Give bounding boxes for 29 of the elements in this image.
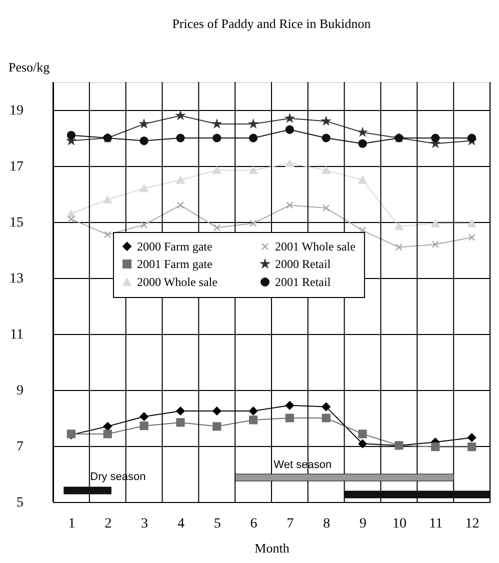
x-tick-label: 8 <box>323 516 330 532</box>
legend-label: 2001 Whole sale <box>275 240 356 254</box>
legend-label: 2001 Farm gate <box>137 257 212 271</box>
legend-label: 2000 Whole sale <box>137 275 218 289</box>
y-axis-title: Peso/kg <box>8 60 50 74</box>
x-tick-label: 10 <box>392 516 406 532</box>
x-tick-label: 11 <box>429 516 443 532</box>
x-tick-label: 2 <box>104 516 112 532</box>
y-tick-label: 11 <box>10 328 24 342</box>
legend-label: 2000 Farm gate <box>137 239 212 254</box>
y-tick-label: 9 <box>16 384 24 398</box>
x-tick-label: 1 <box>68 516 76 532</box>
y-tick-label: 19 <box>10 104 24 118</box>
x-tick-label: 4 <box>177 516 184 532</box>
y-tick-label: 15 <box>10 216 24 230</box>
x-tick-label: 12 <box>465 516 480 532</box>
chart-title: Prices of Paddy and Rice in Bukidnon <box>172 16 372 31</box>
y-tick-label: 5 <box>16 496 24 510</box>
y-tick-label: 17 <box>10 160 24 174</box>
y-tick-label: 13 <box>10 272 24 286</box>
x-tick-label: 9 <box>360 516 367 532</box>
x-axis-title: Month <box>254 540 290 556</box>
x-tick-label: 5 <box>214 516 221 532</box>
x-tick-label: 3 <box>141 516 148 532</box>
y-tick-label: 7 <box>16 440 24 454</box>
legend-label: 2000 Retail <box>275 257 332 271</box>
x-tick-label: 7 <box>286 516 294 532</box>
legend-label: 2001 Retail <box>275 275 332 289</box>
x-tick-label: 6 <box>250 516 258 532</box>
